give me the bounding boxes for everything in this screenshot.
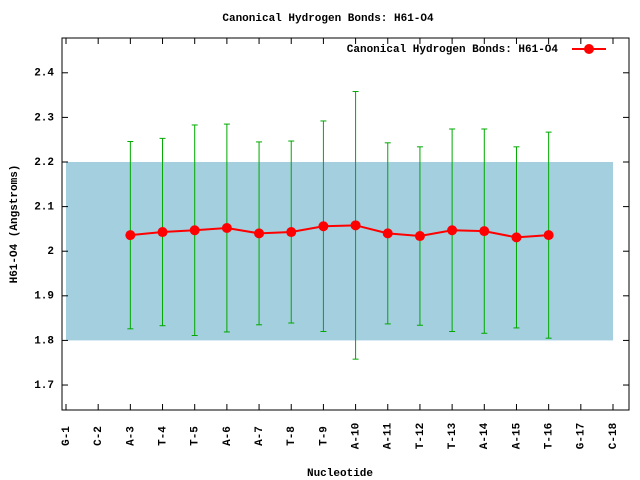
data-point [318,221,329,232]
x-tick-label: G-17 [576,423,588,449]
legend-marker [584,44,594,54]
x-tick-label: A-14 [479,422,491,449]
x-tick-label: T-13 [447,422,459,449]
y-tick-label: 1.7 [34,380,54,392]
x-tick-label: C-18 [608,422,620,449]
x-tick-label: T-4 [157,426,169,446]
y-tick-label: 2.4 [34,68,54,80]
x-tick-label: C-2 [93,426,105,446]
x-tick-label: T-9 [318,426,330,446]
x-tick-label: T-8 [286,426,298,446]
data-point [511,232,522,243]
x-tick-label: A-6 [222,426,234,446]
x-tick-label: G-1 [61,426,73,446]
x-tick-label: A-11 [383,422,395,449]
data-point [254,228,265,239]
y-tick-label: 1.9 [34,291,54,303]
y-tick-label: 2 [47,246,54,258]
data-point [447,225,458,236]
x-tick-label: A-3 [125,426,137,446]
x-tick-label: A-10 [350,423,362,449]
data-point [125,230,136,241]
x-tick-label: T-16 [544,423,556,449]
data-point [350,220,361,231]
data-point [479,226,490,237]
x-axis-label: Nucleotide [307,468,373,480]
x-tick-label: T-5 [190,426,202,446]
data-point [543,230,554,241]
data-point [157,227,168,238]
plot-frame [61,37,630,411]
data-point [382,228,393,239]
y-axis-label: H61-O4 (Angstroms) [9,165,21,284]
y-tick-label: 1.8 [34,335,54,347]
reference-band [66,162,613,341]
data-point [414,231,425,242]
data-point [221,223,232,234]
y-tick-label: 2.1 [34,202,54,214]
y-tick-label: 2.2 [34,157,54,169]
series-line [130,224,549,239]
chart-title: Canonical Hydrogen Bonds: H61-O4 [222,13,434,25]
y-tick-label: 2.3 [34,112,54,124]
legend-label: Canonical Hydrogen Bonds: H61-O4 [347,44,559,56]
data-point [189,225,200,236]
x-tick-label: A-7 [254,426,266,446]
x-tick-label: T-12 [415,423,427,449]
data-point [286,227,297,238]
x-tick-label: A-15 [511,422,523,449]
